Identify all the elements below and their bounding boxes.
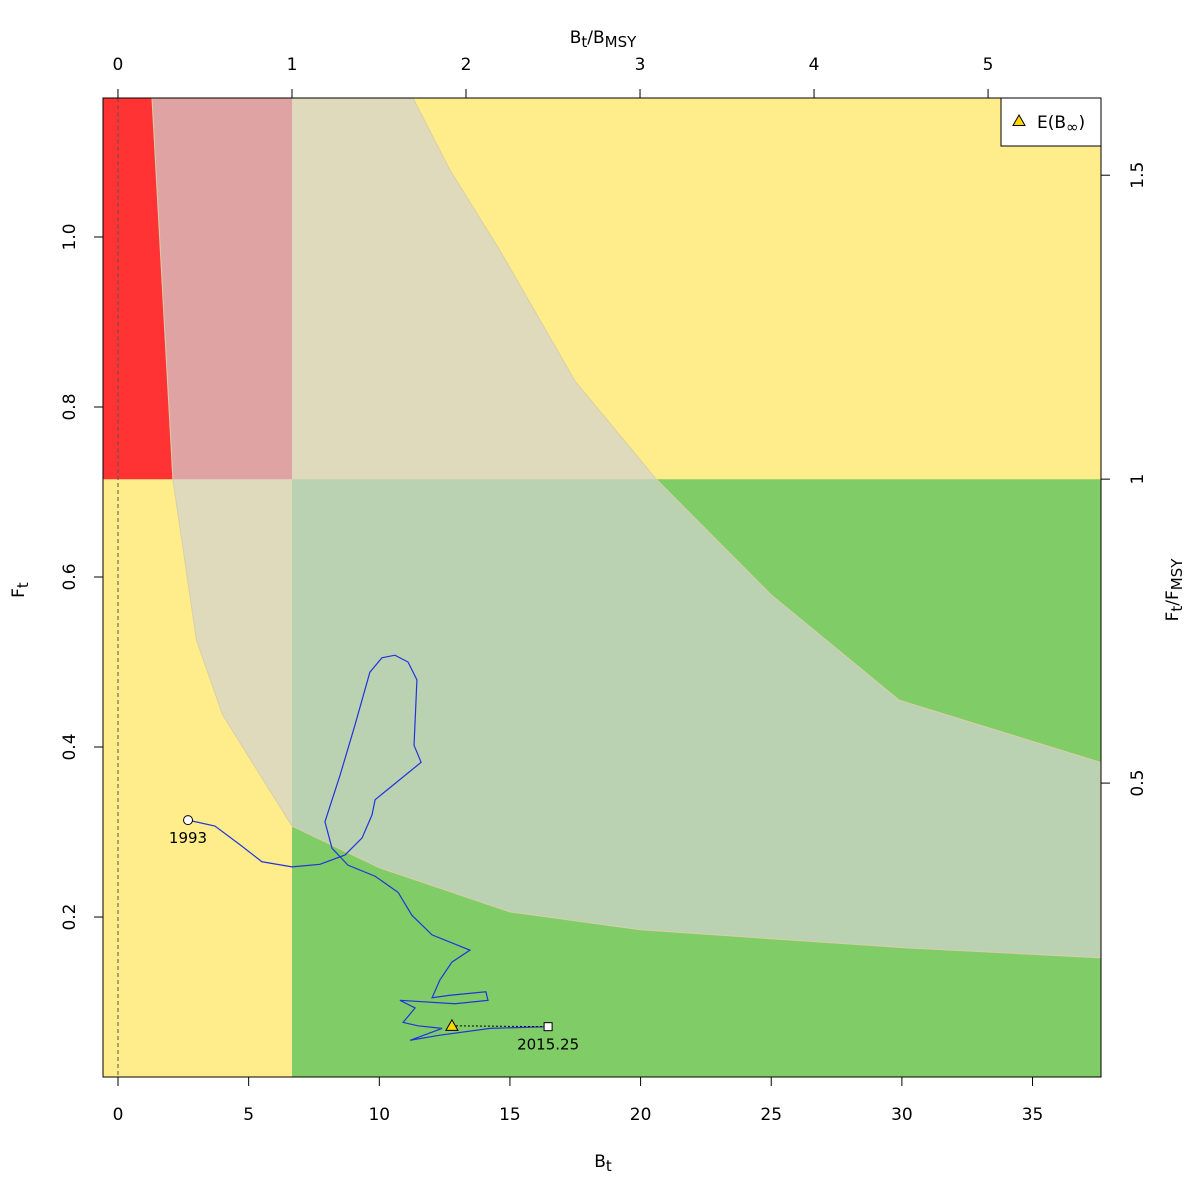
x2-tick-label: 0 xyxy=(113,55,124,75)
legend-text: E(B xyxy=(1037,113,1066,133)
x2-label-main2: /B xyxy=(587,28,604,48)
y-tick-label: 0.4 xyxy=(60,733,80,760)
y2-tick-label: 0.5 xyxy=(1128,770,1148,797)
x2-tick-label: 4 xyxy=(809,55,820,75)
x-tick-label: 5 xyxy=(243,1105,254,1125)
y2-tick-label: 1 xyxy=(1128,474,1148,485)
x2-axis-label: Bt/BMSY xyxy=(570,28,637,51)
x-tick-label: 20 xyxy=(630,1105,652,1125)
y2-label-main2: /F xyxy=(1163,590,1183,606)
equilibrium-point xyxy=(445,1018,459,1031)
x2-tick-label: 1 xyxy=(287,55,298,75)
zones xyxy=(103,98,1101,1077)
y-tick-label: 0.2 xyxy=(60,903,80,930)
x-tick-label: 10 xyxy=(368,1105,390,1125)
equilibrium-link xyxy=(451,1025,549,1028)
end-label: 2015.25 xyxy=(517,1036,579,1054)
x-axis-label: Bt xyxy=(594,1152,612,1175)
y-tick-label: 0.8 xyxy=(60,393,80,420)
y-tick-label: 0.6 xyxy=(60,563,80,590)
y-label-sub: t xyxy=(14,582,32,588)
legend-marker xyxy=(1012,113,1026,126)
y-axis-label: Ft xyxy=(9,582,32,598)
x-tick-label: 0 xyxy=(113,1105,124,1125)
y2-label-main: F xyxy=(1163,612,1183,622)
legend-sub: ∞ xyxy=(1066,118,1079,136)
legend-text-end: ) xyxy=(1079,113,1086,133)
start-point xyxy=(183,815,194,826)
x-label-sub: t xyxy=(606,1157,612,1175)
x2-tick-label: 5 xyxy=(983,55,994,75)
msy-band xyxy=(151,98,1101,959)
x-tick-label: 35 xyxy=(1022,1105,1044,1125)
y2-label-sub2: MSY xyxy=(1168,558,1186,590)
x-tick-label: 15 xyxy=(499,1105,521,1125)
y-label-main: F xyxy=(9,588,29,598)
y-tick-label: 1.0 xyxy=(60,223,80,250)
x-tick-label: 25 xyxy=(760,1105,782,1125)
x2-tick-label: 3 xyxy=(635,55,646,75)
x2-label-sub2: MSY xyxy=(605,33,637,51)
start-label: 1993 xyxy=(169,829,207,847)
legend-label: E(B∞) xyxy=(1037,113,1085,136)
x-tick-label: 30 xyxy=(891,1105,913,1125)
x-label-main: B xyxy=(594,1152,606,1172)
x2-label-sub: t xyxy=(581,33,587,51)
plot-frame xyxy=(102,97,1102,1078)
y2-axis-label: Ft/FMSY xyxy=(1163,558,1186,622)
x2-tick-label: 2 xyxy=(461,55,472,75)
x2-label-main: B xyxy=(570,28,582,48)
y2-tick-label: 1.5 xyxy=(1128,162,1148,189)
marks: 1993 2015.25 xyxy=(169,654,579,1054)
trajectory xyxy=(187,654,549,1041)
end-point xyxy=(543,1022,553,1032)
y2-label-sub: t xyxy=(1168,606,1186,612)
